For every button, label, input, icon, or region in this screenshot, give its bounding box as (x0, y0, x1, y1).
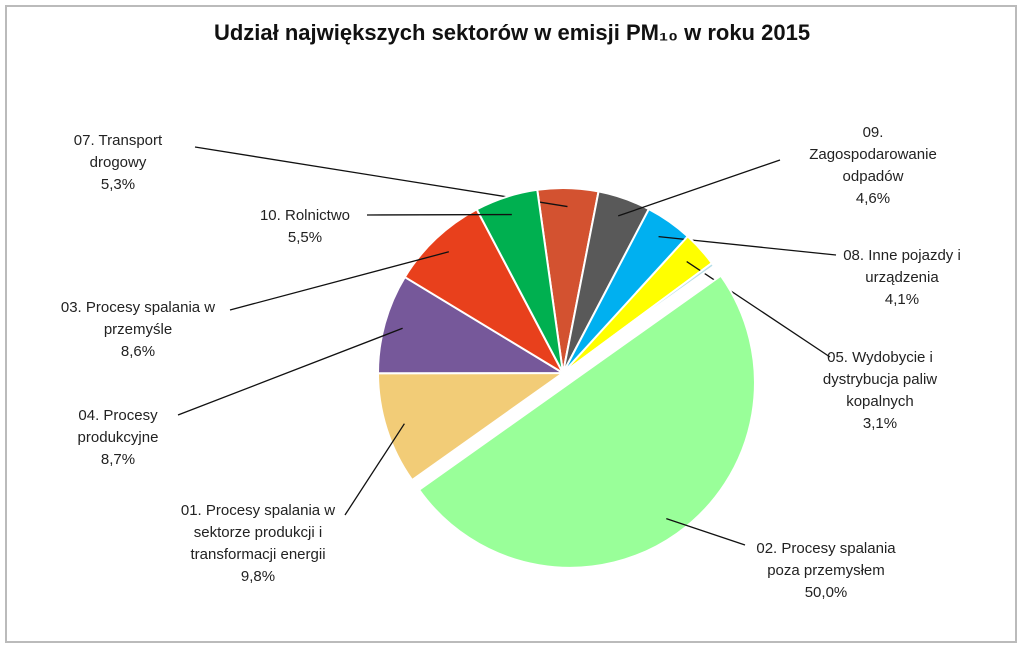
value-label: 3,1% (862, 415, 898, 432)
slice-label: 02. Procesy spalania poza przemysłem 50,0… (739, 538, 914, 604)
slice-label: 10. Rolnictwo 5,5% (240, 205, 370, 249)
leader-line (229, 251, 450, 311)
chart-title: Udział największych sektorów w emisji PM… (213, 20, 811, 45)
slice-label: 01. Procesy spalania w sektorze produkcj… (158, 500, 358, 588)
value-label: 4,1% (884, 291, 920, 308)
slice-label: 08. Inne pojazdy i urządzenia 4,1% (822, 245, 982, 311)
category-label: 04. Procesy produkcyjne (77, 407, 159, 446)
pie-slice (376, 275, 567, 375)
category-label: 05. Wydobycie i dystrybucja paliw kopaln… (822, 349, 938, 410)
category-label: 02. Procesy spalania poza przemysłem (756, 540, 896, 579)
category-label: 03. Procesy spalania w przemyśle (60, 299, 216, 338)
slice-label: 09. Zagospodarowanie odpadów 4,6% (798, 122, 948, 210)
slice-label: 07. Transport drogowy 5,3% (53, 130, 183, 196)
category-label: 10. Rolnictwo (259, 207, 351, 224)
category-label: 07. Transport drogowy (73, 132, 163, 171)
value-label: 5,3% (100, 176, 136, 193)
category-label: 08. Inne pojazdy i urządzenia (843, 247, 961, 286)
slice-label: 03. Procesy spalania w przemyśle 8,6% (48, 297, 228, 363)
pie-slice (403, 208, 566, 376)
value-label: 4,6% (855, 190, 891, 207)
leader-line (686, 261, 831, 358)
pie-slice (475, 188, 564, 374)
slice-label: 04. Procesy produkcyjne 8,7% (53, 405, 183, 471)
pie-slice (562, 261, 716, 374)
leader-line (666, 517, 746, 546)
pie-slice (417, 274, 756, 569)
value-label: 50,0% (804, 584, 848, 601)
leader-line (177, 327, 403, 416)
value-label: 9,8% (240, 568, 276, 585)
slice-label: 05. Wydobycie i dystrybucja paliw kopaln… (800, 347, 960, 435)
value-label: 8,7% (100, 451, 136, 468)
leader-line (617, 159, 781, 217)
leader-line (344, 423, 405, 516)
category-label: 09. Zagospodarowanie odpadów (809, 124, 937, 185)
pie-slice (376, 371, 567, 482)
category-label: 01. Procesy spalania w sektorze produkcj… (180, 502, 336, 563)
value-label: 5,5% (287, 229, 323, 246)
value-label: 8,6% (120, 343, 156, 360)
